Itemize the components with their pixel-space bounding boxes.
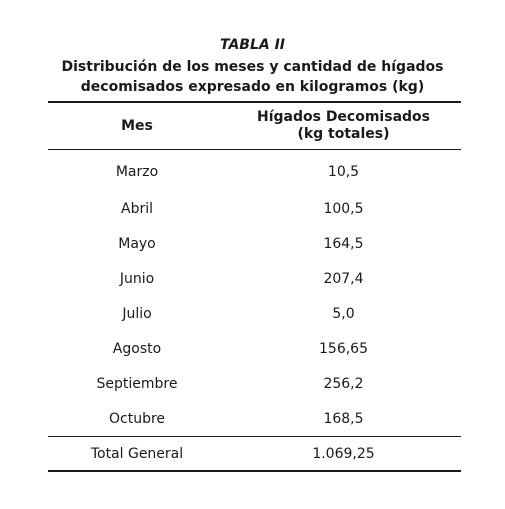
value-cell: 10,5 [327, 164, 360, 180]
month-cell: Octubre [108, 410, 166, 427]
month-cell: Julio [122, 305, 152, 322]
total-label: Total General [48, 436, 226, 472]
header-value: Hígados Decomisados (kg totales) [226, 101, 461, 150]
table-title-line-1: Distribución de los meses y cantidad de … [61, 59, 444, 75]
month-cell: Junio [119, 270, 155, 287]
table-title-line-2: decomisados expresado en kilogramos (kg) [80, 79, 425, 95]
total-row: Total General 1.069,25 [48, 436, 461, 472]
table-title: Distribución de los meses y cantidad de … [0, 57, 505, 97]
data-table: Mes Hígados Decomisados (kg totales) Mar… [48, 101, 461, 472]
value-cell: 164,5 [323, 235, 364, 252]
month-cell: Abril [121, 200, 153, 217]
header-row: Mes Hígados Decomisados (kg totales) [48, 101, 461, 150]
value-cell: 207,4 [323, 270, 364, 287]
table-row: Mayo 164,5 [48, 226, 461, 261]
header-month: Mes [48, 101, 226, 150]
month-cell: Agosto [112, 340, 162, 357]
month-cell: Marzo [115, 164, 159, 180]
value-cell: 5,0 [332, 305, 355, 322]
header-value-line-2: (kg totales) [297, 126, 390, 142]
total-value: 1.069,25 [226, 436, 461, 472]
value-cell: 156,65 [319, 340, 368, 357]
table-row: Abril 100,5 [48, 191, 461, 226]
table-row: Julio 5,0 [48, 296, 461, 331]
header-value-line-1: Hígados Decomisados [256, 109, 430, 125]
table-row: Marzo 10,5 [48, 150, 461, 192]
table-row: Octubre 168,5 [48, 401, 461, 437]
value-cell: 100,5 [323, 200, 364, 217]
table-row: Agosto 156,65 [48, 331, 461, 366]
table-label: TABLA II [219, 37, 286, 53]
month-cell: Mayo [118, 235, 156, 252]
month-cell: Septiembre [96, 375, 178, 392]
value-cell: 168,5 [323, 410, 364, 427]
table-row: Junio 207,4 [48, 261, 461, 296]
table-row: Septiembre 256,2 [48, 366, 461, 401]
value-cell: 256,2 [323, 375, 364, 392]
